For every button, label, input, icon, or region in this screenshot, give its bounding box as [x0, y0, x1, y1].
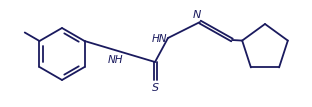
Text: NH: NH — [108, 54, 124, 65]
Text: N: N — [193, 10, 201, 20]
Text: HN: HN — [151, 34, 167, 44]
Text: S: S — [151, 83, 158, 93]
